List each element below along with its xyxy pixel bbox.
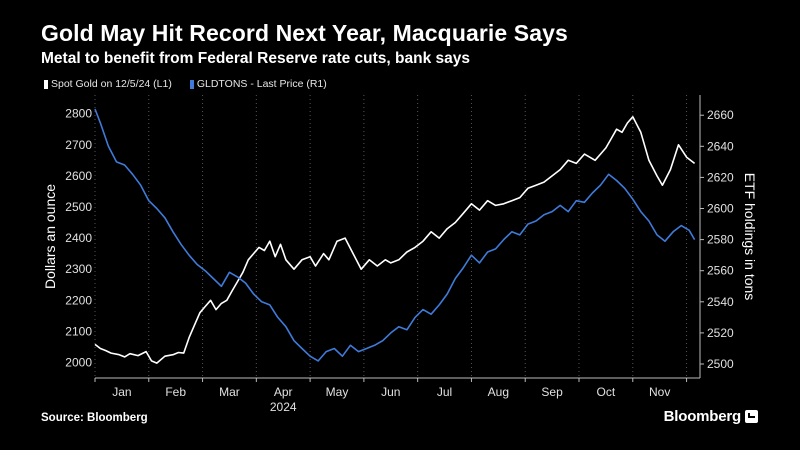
x-tick-label: Sep: [541, 385, 563, 399]
y-left-tick-label: 2400: [65, 231, 92, 245]
y-left-tick-label: 2800: [65, 107, 92, 121]
legend-label-spot-gold: Spot Gold on 12/5/24 (L1): [51, 78, 172, 90]
bloomberg-logo-icon: [745, 410, 758, 423]
y-left-tick-label: 2600: [65, 169, 92, 183]
x-tick-label: Oct: [597, 385, 616, 399]
y-left-tick-label: 2000: [65, 355, 92, 369]
x-tick-label: Jul: [437, 385, 452, 399]
axis-labels: Jan Feb Mar Apr May Jun Jul Aug Sep Oct Nov 2024 200…: [42, 107, 758, 414]
legend-label-gldtons: GLDTONS - Last Price (R1): [196, 78, 327, 90]
grid-lines: [94, 95, 701, 378]
legend: Spot Gold on 12/5/24 (L1) GLDTONS - Last…: [44, 78, 345, 90]
x-tick-label: May: [326, 385, 349, 399]
source-note: Source: Bloomberg: [41, 412, 148, 424]
y-left-tick-label: 2300: [65, 262, 92, 276]
series-line-gldtons: [94, 108, 696, 362]
x-tick-label: Nov: [649, 385, 670, 399]
x-tick-label: Jan: [112, 385, 131, 399]
legend-item-spot-gold: Spot Gold on 12/5/24 (L1): [44, 78, 172, 90]
x-tick-label: Mar: [219, 385, 240, 399]
y-right-tick-label: 2620: [707, 170, 734, 184]
y-right-tick-label: 2580: [707, 233, 734, 247]
series-line-spot-gold: [94, 116, 696, 364]
y-left-tick-label: 2200: [65, 293, 92, 307]
y-right-tick-label: 2520: [707, 326, 734, 340]
y-right-tick-label: 2500: [707, 357, 734, 371]
y-right-tick-label: 2640: [707, 139, 734, 153]
y-left-axis-title: Dollars an ounce: [42, 184, 58, 289]
y-right-tick-label: 2540: [707, 295, 734, 309]
x-year-label: 2024: [270, 400, 297, 414]
legend-swatch-spot-gold: [44, 79, 48, 89]
brand-label: Bloomberg: [663, 408, 742, 425]
y-left-tick-label: 2700: [65, 138, 92, 152]
y-right-tick-label: 2600: [707, 202, 734, 216]
y-right-tick-label: 2560: [707, 264, 734, 278]
legend-swatch-gldtons: [189, 79, 194, 89]
y-right-axis-title: ETF holdings in tons: [742, 173, 758, 301]
legend-item-gldtons: GLDTONS - Last Price (R1): [189, 78, 327, 90]
y-left-tick-label: 2100: [65, 324, 92, 338]
chart-title: Gold May Hit Record Next Year, Macquarie…: [41, 20, 568, 46]
x-tick-label: Jun: [381, 385, 400, 399]
y-right-tick-label: 2660: [707, 108, 734, 122]
series-lines: [94, 108, 696, 364]
bloomberg-logo: Bloomberg: [664, 408, 758, 425]
x-tick-label: Feb: [165, 385, 186, 399]
x-tick-label: Apr: [274, 385, 293, 399]
x-tick-label: Aug: [488, 385, 509, 399]
chart-subtitle: Metal to benefit from Federal Reserve ra…: [41, 50, 470, 67]
axes: [94, 95, 704, 382]
y-left-tick-label: 2500: [65, 200, 92, 214]
